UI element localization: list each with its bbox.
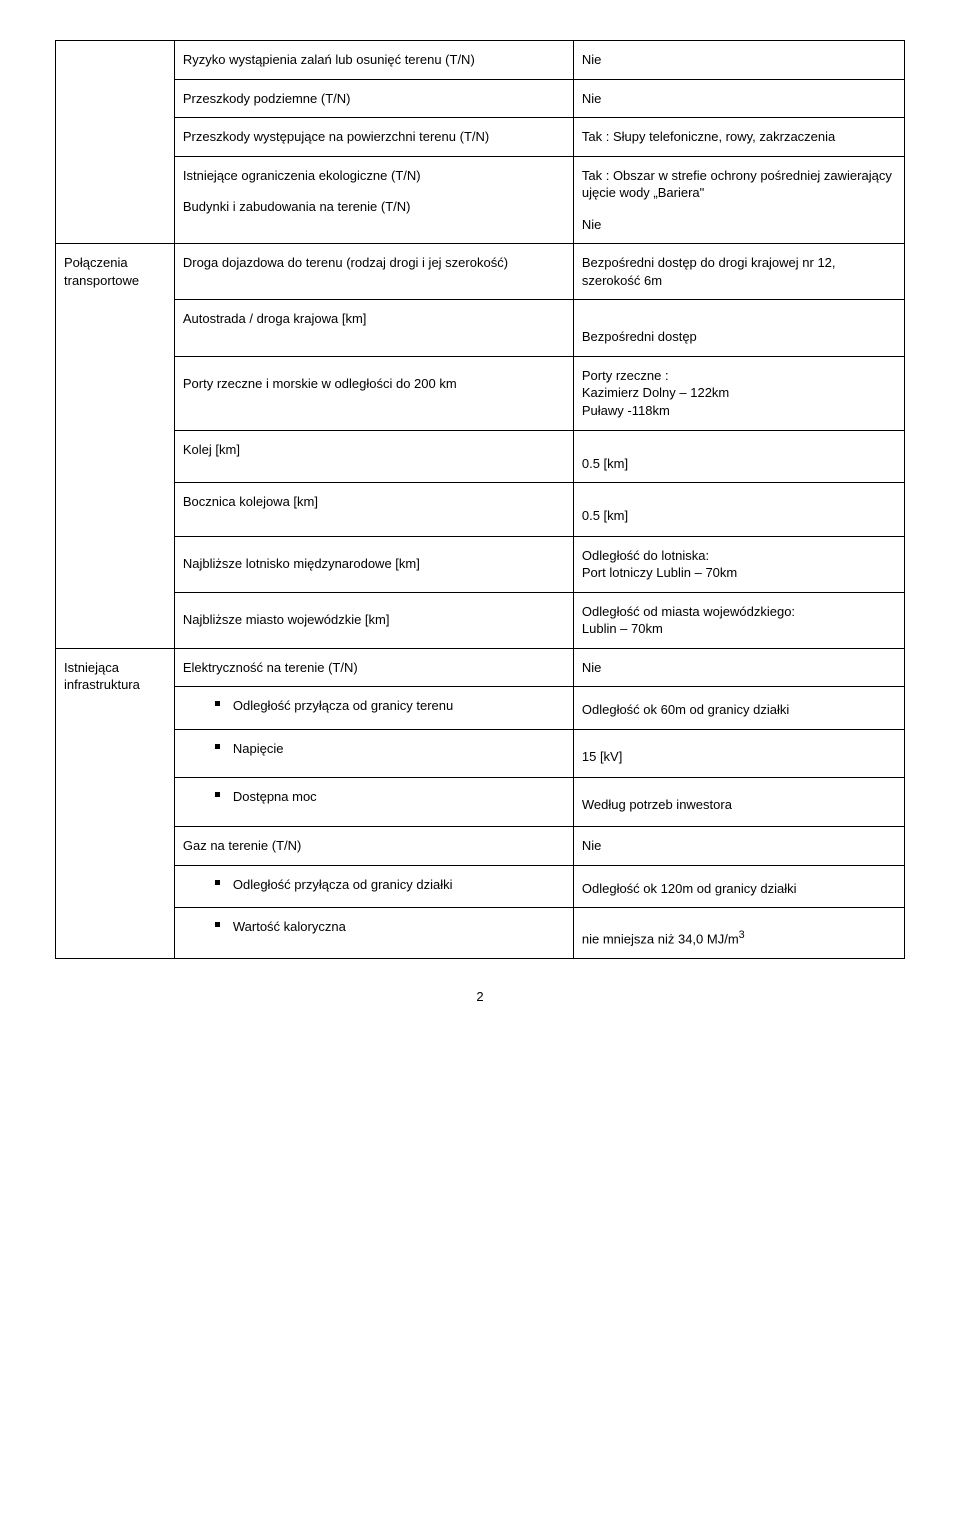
row-label: Przeszkody podziemne (T/N) [174, 79, 573, 118]
row-value-text: 15 [kV] [582, 748, 896, 766]
row-value: Porty rzeczne : Kazimierz Dolny – 122km … [573, 356, 904, 430]
document-table: Ryzyko wystąpienia zalań lub osunięć ter… [55, 40, 905, 959]
row-value-text: Bezpośredni dostęp [582, 328, 896, 346]
row-value-text: 0.5 [km] [582, 507, 896, 525]
row-value: Odległość ok 60m od granicy działki [573, 687, 904, 730]
row-label: Przeszkody występujące na powierzchni te… [174, 118, 573, 157]
row-value-text: nie mniejsza niż 34,0 MJ/m [582, 931, 739, 946]
row-label-bullet: Wartość kaloryczna [174, 908, 573, 959]
section-header-transport: Połączenia transportowe [56, 244, 175, 649]
row-label: Droga dojazdowa do terenu (rodzaj drogi … [174, 244, 573, 300]
row-label: Najbliższe lotnisko międzynarodowe [km] [174, 536, 573, 592]
row-label: Bocznica kolejowa [km] [174, 483, 573, 537]
row-value: nie mniejsza niż 34,0 MJ/m3 [573, 908, 904, 959]
row-value: Według potrzeb inwestora [573, 778, 904, 827]
row-value: 15 [kV] [573, 729, 904, 778]
row-label-bullet: Odległość przyłącza od granicy działki [174, 865, 573, 908]
section-header-infrastructure: Istniejąca infrastruktura [56, 648, 175, 958]
row-value: Bezpośredni dostęp do drogi krajowej nr … [573, 244, 904, 300]
row-label-bullet: Odległość przyłącza od granicy terenu [174, 687, 573, 730]
empty-left-cell [56, 41, 175, 244]
row-label: Najbliższe miasto wojewódzkie [km] [174, 592, 573, 648]
row-label: Elektryczność na terenie (T/N) [174, 648, 573, 687]
row-value-text: Według potrzeb inwestora [582, 796, 896, 814]
row-value: Odległość ok 120m od granicy działki [573, 865, 904, 908]
row-value: Nie [573, 648, 904, 687]
row-value: Tak : Słupy telefoniczne, rowy, zakrzacz… [573, 118, 904, 157]
row-label-combined: Istniejące ograniczenia ekologiczne (T/N… [174, 156, 573, 244]
row-label-bullet: Dostępna moc [174, 778, 573, 827]
row-label-bullet: Napięcie [174, 729, 573, 778]
row-label: Istniejące ograniczenia ekologiczne (T/N… [183, 167, 565, 185]
row-value: Nie [582, 216, 896, 234]
row-value: Odległość do lotniska: Port lotniczy Lub… [573, 536, 904, 592]
row-value-combined: Tak : Obszar w strefie ochrony pośrednie… [573, 156, 904, 244]
row-label: Porty rzeczne i morskie w odległości do … [174, 356, 573, 430]
row-value: 0.5 [km] [573, 430, 904, 483]
row-value: Tak : Obszar w strefie ochrony pośrednie… [582, 167, 896, 202]
row-value: 0.5 [km] [573, 483, 904, 537]
row-value-text: 0.5 [km] [582, 455, 896, 473]
row-value-sup: 3 [739, 929, 745, 941]
row-label: Gaz na terenie (T/N) [174, 827, 573, 866]
row-label-text: Autostrada / droga krajowa [km] [183, 310, 565, 328]
row-label: Kolej [km] [174, 430, 573, 483]
page-number: 2 [55, 989, 905, 1004]
row-value: Bezpośredni dostęp [573, 300, 904, 357]
row-value: Nie [573, 827, 904, 866]
row-label: Autostrada / droga krajowa [km] [174, 300, 573, 357]
row-value: Odległość od miasta wojewódzkiego: Lubli… [573, 592, 904, 648]
row-value: Nie [573, 79, 904, 118]
row-value: Nie [573, 41, 904, 80]
row-label: Ryzyko wystąpienia zalań lub osunięć ter… [174, 41, 573, 80]
row-label: Budynki i zabudowania na terenie (T/N) [183, 198, 565, 216]
